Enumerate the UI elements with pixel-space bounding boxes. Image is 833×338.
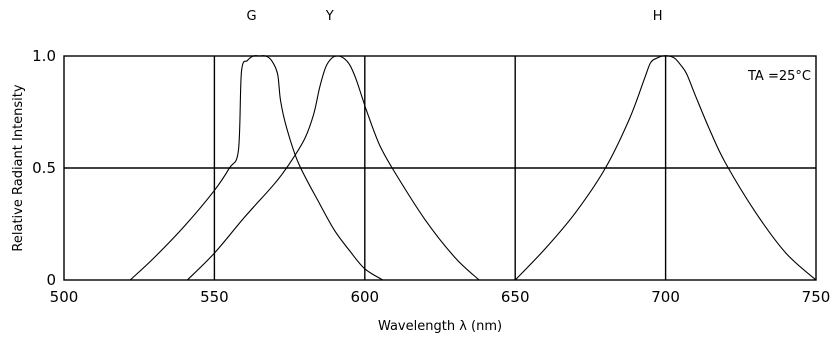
y-tick-label: 0.5 [32, 159, 56, 177]
x-tick-labels: 500 550 600 650 700 750 [50, 288, 831, 306]
x-tick-label: 700 [651, 288, 680, 306]
x-tick-label: 650 [501, 288, 530, 306]
temperature-annotation: TA =25°C [747, 69, 811, 84]
series-line-H [514, 55, 817, 281]
y-tick-labels: 0 0.5 1.0 [32, 47, 56, 289]
y-tick-label: 1.0 [32, 47, 56, 65]
y-axis-title: Relative Radiant Intensity [11, 84, 26, 251]
x-tick-label: 750 [802, 288, 831, 306]
series-line-Y [186, 55, 480, 281]
series-label-Y: Y [325, 9, 334, 24]
gridlines [64, 56, 816, 280]
series-label-H: H [653, 9, 663, 24]
x-tick-label: 500 [50, 288, 79, 306]
series-label-G: G [246, 9, 256, 24]
series-line-G [129, 55, 384, 281]
x-axis-title: Wavelength λ (nm) [378, 319, 502, 334]
x-tick-label: 550 [200, 288, 229, 306]
x-tick-label: 600 [350, 288, 379, 306]
y-tick-label: 0 [46, 271, 56, 289]
plot-frame [63, 55, 817, 281]
series-curves [129, 55, 817, 281]
